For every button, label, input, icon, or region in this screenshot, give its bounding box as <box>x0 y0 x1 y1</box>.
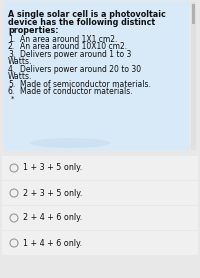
Text: 1.: 1. <box>8 34 15 44</box>
Text: Watts.: Watts. <box>8 72 32 81</box>
Ellipse shape <box>30 138 110 148</box>
Text: A single solar cell is a photovoltaic: A single solar cell is a photovoltaic <box>8 10 166 19</box>
Text: An area around 1X1 cm2.: An area around 1X1 cm2. <box>20 34 117 44</box>
Text: properties:: properties: <box>8 26 58 35</box>
Text: device has the following distinct: device has the following distinct <box>8 18 155 27</box>
FancyBboxPatch shape <box>2 156 198 180</box>
Text: 1 + 3 + 5 only.: 1 + 3 + 5 only. <box>23 163 82 173</box>
Text: Made of semiconductor materials.: Made of semiconductor materials. <box>20 80 151 89</box>
Text: Delivers power around 1 to 3: Delivers power around 1 to 3 <box>20 49 131 59</box>
Text: 1 + 4 + 6 only.: 1 + 4 + 6 only. <box>23 239 82 247</box>
FancyBboxPatch shape <box>2 181 198 205</box>
FancyBboxPatch shape <box>2 206 198 230</box>
Bar <box>191 2 196 150</box>
Text: Delivers power around 20 to 30: Delivers power around 20 to 30 <box>20 64 141 74</box>
Text: *: * <box>11 96 14 101</box>
Text: An area around 10X10 cm2.: An area around 10X10 cm2. <box>20 42 127 51</box>
Text: 2 + 4 + 6 only.: 2 + 4 + 6 only. <box>23 214 82 222</box>
Text: 4.: 4. <box>8 64 15 74</box>
FancyBboxPatch shape <box>4 1 189 151</box>
Text: 2 + 3 + 5 only.: 2 + 3 + 5 only. <box>23 188 82 197</box>
Text: 2.: 2. <box>8 42 15 51</box>
Bar <box>192 4 195 24</box>
Text: 5.: 5. <box>8 80 15 89</box>
Text: Made of conductor materials.: Made of conductor materials. <box>20 87 133 96</box>
Text: 3.: 3. <box>8 49 15 59</box>
FancyBboxPatch shape <box>2 231 198 255</box>
Text: Watts.: Watts. <box>8 57 32 66</box>
Text: 6.: 6. <box>8 87 15 96</box>
